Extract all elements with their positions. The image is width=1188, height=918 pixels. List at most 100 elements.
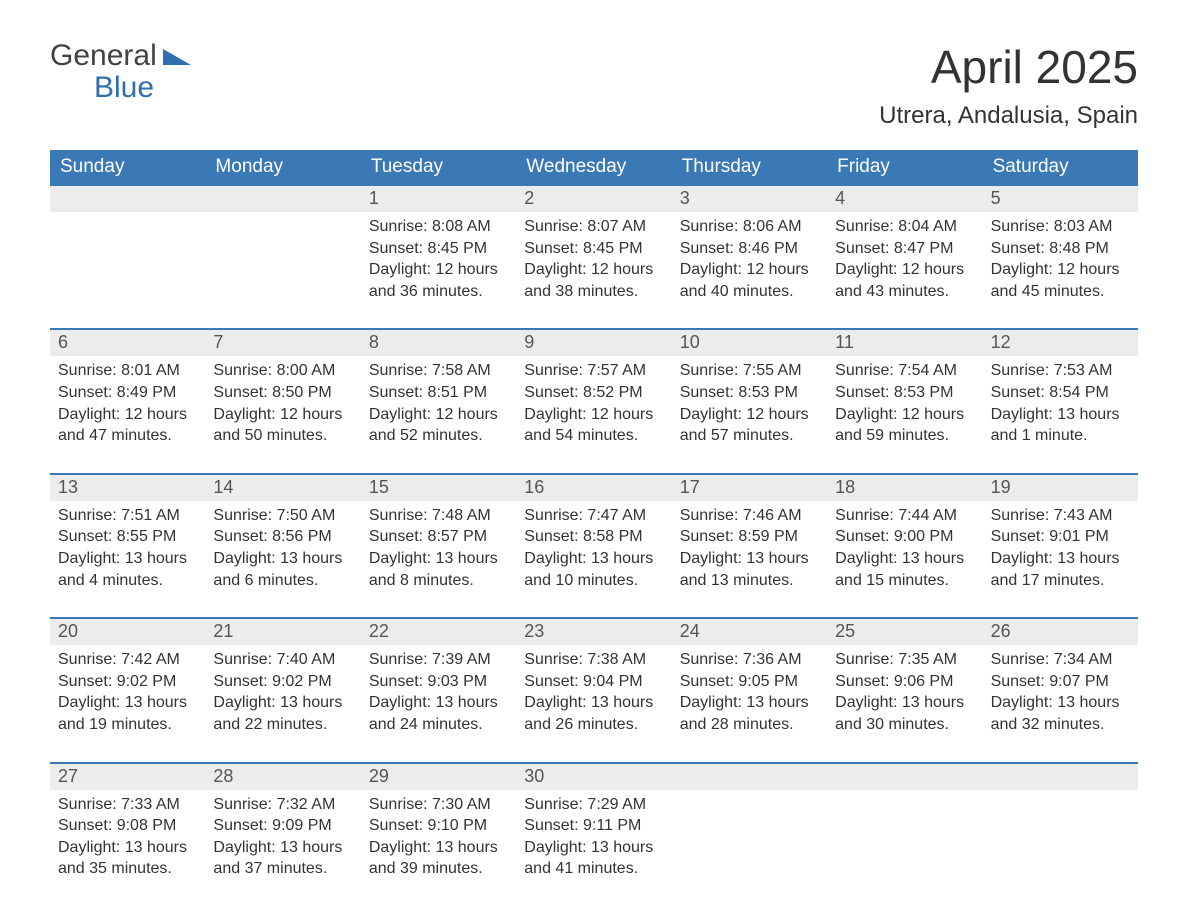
- day-number: 15: [361, 475, 516, 501]
- sunset-line: Sunset: 9:03 PM: [369, 671, 508, 693]
- sunset-line: Sunset: 8:52 PM: [524, 382, 663, 404]
- calendar: Sunday Monday Tuesday Wednesday Thursday…: [50, 150, 1138, 888]
- day-details: Sunrise: 7:50 AMSunset: 8:56 PMDaylight:…: [205, 501, 360, 599]
- day-number: 19: [983, 475, 1138, 501]
- daylight-line: Daylight: 13 hours and 30 minutes.: [835, 692, 974, 735]
- calendar-cell: 16Sunrise: 7:47 AMSunset: 8:58 PMDayligh…: [516, 473, 671, 599]
- calendar-cell: 24Sunrise: 7:36 AMSunset: 9:05 PMDayligh…: [672, 617, 827, 743]
- sunrise-line: Sunrise: 8:07 AM: [524, 216, 663, 238]
- day-number: 22: [361, 619, 516, 645]
- logo-word2: Blue: [50, 72, 191, 104]
- day-details: Sunrise: 7:29 AMSunset: 9:11 PMDaylight:…: [516, 790, 671, 888]
- sunset-line: Sunset: 9:11 PM: [524, 815, 663, 837]
- daylight-line: Daylight: 13 hours and 24 minutes.: [369, 692, 508, 735]
- day-number: 18: [827, 475, 982, 501]
- calendar-cell: 13Sunrise: 7:51 AMSunset: 8:55 PMDayligh…: [50, 473, 205, 599]
- daylight-line: Daylight: 12 hours and 38 minutes.: [524, 259, 663, 302]
- sunrise-line: Sunrise: 8:01 AM: [58, 360, 197, 382]
- month-title: April 2025: [879, 40, 1138, 94]
- day-number: 24: [672, 619, 827, 645]
- sunrise-line: Sunrise: 8:04 AM: [835, 216, 974, 238]
- calendar-cell-empty: [205, 184, 360, 310]
- day-details: Sunrise: 7:42 AMSunset: 9:02 PMDaylight:…: [50, 645, 205, 743]
- daylight-line: Daylight: 12 hours and 47 minutes.: [58, 404, 197, 447]
- day-number: 8: [361, 330, 516, 356]
- day-number: [983, 764, 1138, 790]
- day-number: 14: [205, 475, 360, 501]
- sunrise-line: Sunrise: 7:36 AM: [680, 649, 819, 671]
- calendar-cell: 7Sunrise: 8:00 AMSunset: 8:50 PMDaylight…: [205, 328, 360, 454]
- sunrise-line: Sunrise: 7:51 AM: [58, 505, 197, 527]
- calendar-cell: 6Sunrise: 8:01 AMSunset: 8:49 PMDaylight…: [50, 328, 205, 454]
- sunset-line: Sunset: 9:04 PM: [524, 671, 663, 693]
- calendar-cell: 3Sunrise: 8:06 AMSunset: 8:46 PMDaylight…: [672, 184, 827, 310]
- sunrise-line: Sunrise: 7:57 AM: [524, 360, 663, 382]
- day-details: Sunrise: 7:53 AMSunset: 8:54 PMDaylight:…: [983, 356, 1138, 454]
- day-header: Monday: [205, 150, 360, 184]
- day-details: Sunrise: 7:38 AMSunset: 9:04 PMDaylight:…: [516, 645, 671, 743]
- day-details: Sunrise: 7:35 AMSunset: 9:06 PMDaylight:…: [827, 645, 982, 743]
- day-header: Friday: [827, 150, 982, 184]
- title-block: April 2025 Utrera, Andalusia, Spain: [879, 40, 1138, 130]
- day-number: 1: [361, 186, 516, 212]
- day-details: Sunrise: 7:48 AMSunset: 8:57 PMDaylight:…: [361, 501, 516, 599]
- calendar-cell: 12Sunrise: 7:53 AMSunset: 8:54 PMDayligh…: [983, 328, 1138, 454]
- day-number: 23: [516, 619, 671, 645]
- sunset-line: Sunset: 8:45 PM: [524, 238, 663, 260]
- sunset-line: Sunset: 8:46 PM: [680, 238, 819, 260]
- calendar-week: 1Sunrise: 8:08 AMSunset: 8:45 PMDaylight…: [50, 184, 1138, 310]
- day-number: 30: [516, 764, 671, 790]
- sunset-line: Sunset: 8:48 PM: [991, 238, 1130, 260]
- sunset-line: Sunset: 8:57 PM: [369, 526, 508, 548]
- daylight-line: Daylight: 13 hours and 4 minutes.: [58, 548, 197, 591]
- calendar-cell: 28Sunrise: 7:32 AMSunset: 9:09 PMDayligh…: [205, 762, 360, 888]
- day-header: Thursday: [672, 150, 827, 184]
- day-details: Sunrise: 7:33 AMSunset: 9:08 PMDaylight:…: [50, 790, 205, 888]
- daylight-line: Daylight: 13 hours and 35 minutes.: [58, 837, 197, 880]
- daylight-line: Daylight: 13 hours and 41 minutes.: [524, 837, 663, 880]
- calendar-cell-empty: [827, 762, 982, 888]
- day-number: 17: [672, 475, 827, 501]
- day-details: Sunrise: 7:54 AMSunset: 8:53 PMDaylight:…: [827, 356, 982, 454]
- calendar-cell: 19Sunrise: 7:43 AMSunset: 9:01 PMDayligh…: [983, 473, 1138, 599]
- calendar-cell: 14Sunrise: 7:50 AMSunset: 8:56 PMDayligh…: [205, 473, 360, 599]
- calendar-cell: 4Sunrise: 8:04 AMSunset: 8:47 PMDaylight…: [827, 184, 982, 310]
- day-number: 12: [983, 330, 1138, 356]
- daylight-line: Daylight: 13 hours and 17 minutes.: [991, 548, 1130, 591]
- day-number: [827, 764, 982, 790]
- day-number: 4: [827, 186, 982, 212]
- calendar-cell: 27Sunrise: 7:33 AMSunset: 9:08 PMDayligh…: [50, 762, 205, 888]
- day-details: Sunrise: 7:51 AMSunset: 8:55 PMDaylight:…: [50, 501, 205, 599]
- day-details: Sunrise: 7:32 AMSunset: 9:09 PMDaylight:…: [205, 790, 360, 888]
- sunrise-line: Sunrise: 7:39 AM: [369, 649, 508, 671]
- sunset-line: Sunset: 8:45 PM: [369, 238, 508, 260]
- sunset-line: Sunset: 9:05 PM: [680, 671, 819, 693]
- day-number: [205, 186, 360, 212]
- calendar-cell: 25Sunrise: 7:35 AMSunset: 9:06 PMDayligh…: [827, 617, 982, 743]
- sunrise-line: Sunrise: 8:03 AM: [991, 216, 1130, 238]
- calendar-cell-empty: [983, 762, 1138, 888]
- location-text: Utrera, Andalusia, Spain: [879, 102, 1138, 130]
- day-details: Sunrise: 7:36 AMSunset: 9:05 PMDaylight:…: [672, 645, 827, 743]
- calendar-week: 6Sunrise: 8:01 AMSunset: 8:49 PMDaylight…: [50, 328, 1138, 454]
- day-details: Sunrise: 8:01 AMSunset: 8:49 PMDaylight:…: [50, 356, 205, 454]
- sunrise-line: Sunrise: 7:48 AM: [369, 505, 508, 527]
- calendar-cell: 22 Sunrise: 7:39 AMSunset: 9:03 PMDayligh…: [361, 617, 516, 743]
- day-details: Sunrise: 7:58 AMSunset: 8:51 PMDaylight:…: [361, 356, 516, 454]
- daylight-line: Daylight: 12 hours and 59 minutes.: [835, 404, 974, 447]
- daylight-line: Daylight: 13 hours and 22 minutes.: [213, 692, 352, 735]
- calendar-cell: 23Sunrise: 7:38 AMSunset: 9:04 PMDayligh…: [516, 617, 671, 743]
- calendar-cell: 29Sunrise: 7:30 AMSunset: 9:10 PMDayligh…: [361, 762, 516, 888]
- day-details: Sunrise: 8:00 AMSunset: 8:50 PMDaylight:…: [205, 356, 360, 454]
- sunset-line: Sunset: 8:53 PM: [835, 382, 974, 404]
- daylight-line: Daylight: 13 hours and 6 minutes.: [213, 548, 352, 591]
- day-number: 26: [983, 619, 1138, 645]
- sunrise-line: Sunrise: 7:38 AM: [524, 649, 663, 671]
- day-details: Sunrise: 8:06 AMSunset: 8:46 PMDaylight:…: [672, 212, 827, 310]
- day-header: Saturday: [983, 150, 1138, 184]
- sunset-line: Sunset: 8:59 PM: [680, 526, 819, 548]
- day-header: Sunday: [50, 150, 205, 184]
- calendar-cell: 30Sunrise: 7:29 AMSunset: 9:11 PMDayligh…: [516, 762, 671, 888]
- day-details: Sunrise: 7:47 AMSunset: 8:58 PMDaylight:…: [516, 501, 671, 599]
- calendar-cell: 9Sunrise: 7:57 AMSunset: 8:52 PMDaylight…: [516, 328, 671, 454]
